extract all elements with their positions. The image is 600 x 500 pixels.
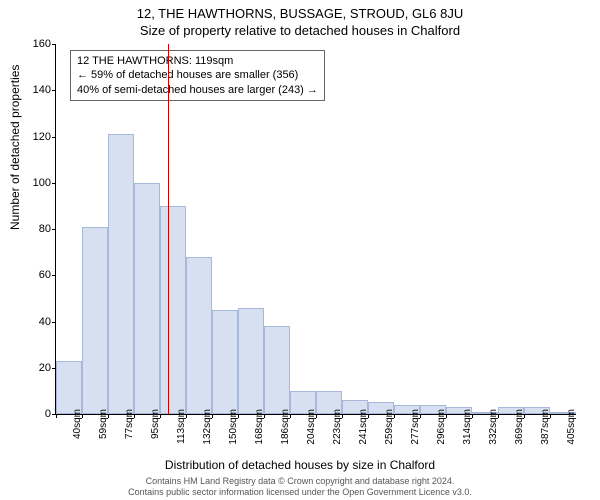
property-marker-line [168, 44, 169, 414]
x-tick-mark [498, 414, 499, 418]
x-axis-caption: Distribution of detached houses by size … [0, 458, 600, 472]
y-tick-mark [52, 137, 56, 138]
histogram-bar [186, 257, 212, 414]
x-tick-mark [524, 414, 525, 418]
x-tick-label: 405sqm [566, 409, 577, 445]
x-tick-mark [316, 414, 317, 418]
footer: Contains HM Land Registry data © Crown c… [0, 476, 600, 498]
y-tick-mark [52, 275, 56, 276]
y-tick-label: 140 [21, 84, 51, 96]
annotation-line-2: ← 59% of detached houses are smaller (35… [77, 68, 318, 82]
chart-subtitle: Size of property relative to detached ho… [0, 21, 600, 38]
y-tick-mark [52, 322, 56, 323]
y-axis-label: Number of detached properties [8, 65, 22, 230]
address-title: 12, THE HAWTHORNS, BUSSAGE, STROUD, GL6 … [0, 0, 600, 21]
y-tick-mark [52, 183, 56, 184]
histogram-bar [160, 206, 186, 414]
x-tick-mark [264, 414, 265, 418]
y-tick-mark [52, 229, 56, 230]
x-tick-mark [368, 414, 369, 418]
y-tick-label: 0 [21, 408, 51, 420]
x-tick-mark [472, 414, 473, 418]
annotation-line-1: 12 THE HAWTHORNS: 119sqm [77, 54, 318, 68]
footer-line-1: Contains HM Land Registry data © Crown c… [0, 476, 600, 487]
x-tick-mark [56, 414, 57, 418]
annotation-line-3: 40% of semi-detached houses are larger (… [77, 83, 318, 97]
histogram-bar [56, 361, 82, 414]
x-tick-mark [82, 414, 83, 418]
x-tick-mark [342, 414, 343, 418]
y-tick-label: 20 [21, 362, 51, 374]
histogram-bar [238, 308, 264, 414]
y-tick-label: 80 [21, 223, 51, 235]
x-tick-mark [394, 414, 395, 418]
x-tick-mark [550, 414, 551, 418]
annotation-box: 12 THE HAWTHORNS: 119sqm ← 59% of detach… [70, 50, 325, 101]
histogram-bar [212, 310, 238, 414]
y-tick-label: 60 [21, 269, 51, 281]
y-tick-label: 120 [21, 131, 51, 143]
y-tick-label: 40 [21, 316, 51, 328]
x-tick-mark [108, 414, 109, 418]
x-tick-mark [446, 414, 447, 418]
y-tick-mark [52, 90, 56, 91]
x-tick-mark [420, 414, 421, 418]
histogram-plot: 12 THE HAWTHORNS: 119sqm ← 59% of detach… [55, 44, 576, 415]
y-tick-label: 160 [21, 38, 51, 50]
histogram-bar [108, 134, 134, 414]
histogram-bar [134, 183, 160, 414]
histogram-bar [82, 227, 108, 414]
x-tick-mark [290, 414, 291, 418]
histogram-bar [264, 326, 290, 414]
y-tick-mark [52, 44, 56, 45]
x-tick-mark [186, 414, 187, 418]
x-tick-mark [212, 414, 213, 418]
x-tick-mark [160, 414, 161, 418]
chart-area: 12 THE HAWTHORNS: 119sqm ← 59% of detach… [55, 44, 575, 414]
x-tick-mark [238, 414, 239, 418]
x-tick-mark [134, 414, 135, 418]
y-tick-label: 100 [21, 177, 51, 189]
footer-line-2: Contains public sector information licen… [0, 487, 600, 498]
